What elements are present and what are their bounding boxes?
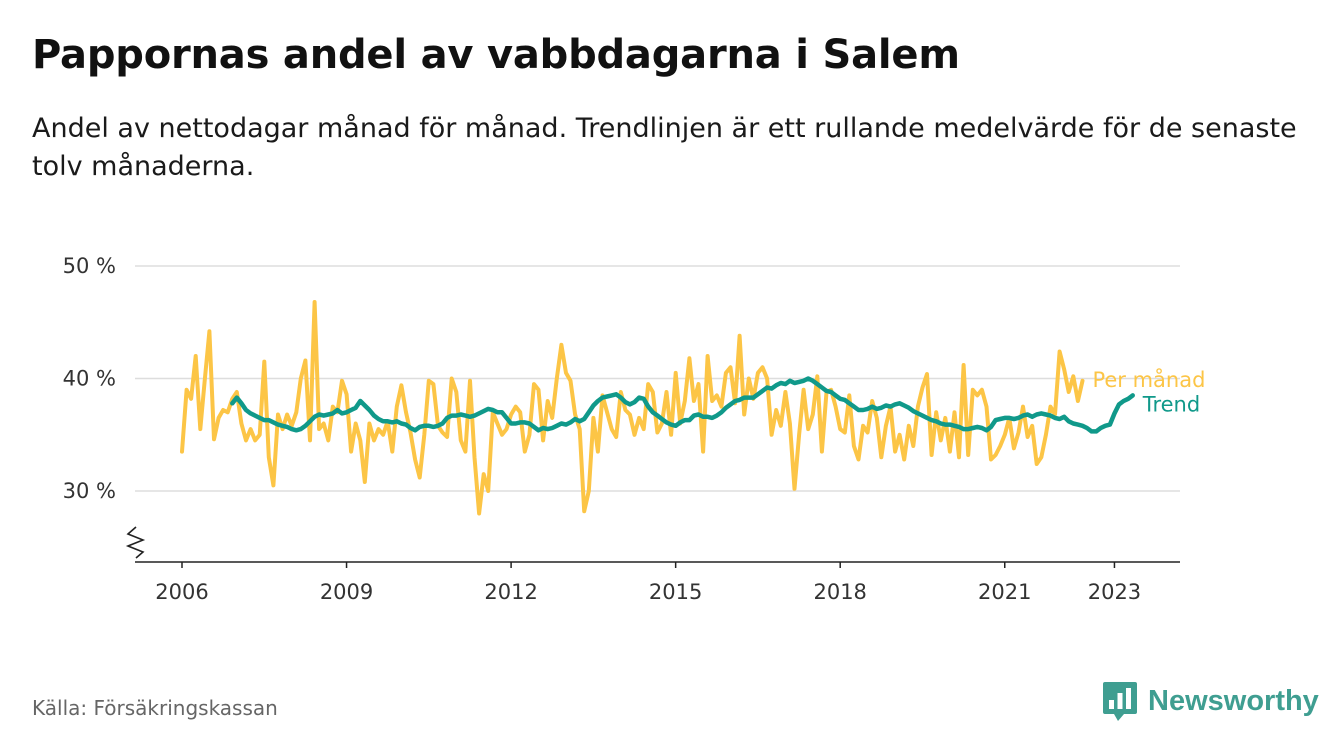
y-tick-label-30: 30 % — [63, 479, 116, 503]
x-tick-label-2021: 2021 — [978, 580, 1031, 604]
chart-subtitle: Andel av nettodagar månad för månad. Tre… — [32, 113, 1297, 182]
series-label-trend: Trend — [1142, 392, 1200, 416]
x-tick-label-2023: 2023 — [1088, 580, 1141, 604]
x-tick-label-2006: 2006 — [155, 580, 208, 604]
y-tick-label-50: 50 % — [63, 254, 116, 278]
axis-break-icon — [125, 526, 146, 559]
bar-chart-icon — [1103, 682, 1137, 721]
x-tick-label-2018: 2018 — [813, 580, 866, 604]
y-tick-label-40: 40 % — [63, 367, 116, 391]
brand-logo: Newsworthy — [1102, 680, 1319, 722]
x-tick-labels: 2006 2009 2012 2015 2018 2021 2023 — [155, 580, 1141, 604]
series-line-monthly — [180, 300, 1085, 516]
x-axis — [125, 526, 1180, 568]
x-tick-label-2012: 2012 — [484, 580, 537, 604]
brand-name: Newsworthy — [1148, 684, 1319, 717]
source-note: Källa: Försäkringskassan — [32, 696, 278, 720]
grid-lines — [135, 265, 1180, 492]
x-tick-label-2009: 2009 — [320, 580, 373, 604]
series-label-monthly: Per månad — [1092, 367, 1205, 392]
y-tick-labels: 30 % 40 % 50 % — [63, 254, 116, 503]
series-lines — [180, 300, 1135, 516]
series-line-trend — [230, 376, 1135, 434]
chart-title: Pappornas andel av vabbdagarna i Salem — [32, 32, 960, 78]
x-tick-label-2015: 2015 — [649, 580, 702, 604]
